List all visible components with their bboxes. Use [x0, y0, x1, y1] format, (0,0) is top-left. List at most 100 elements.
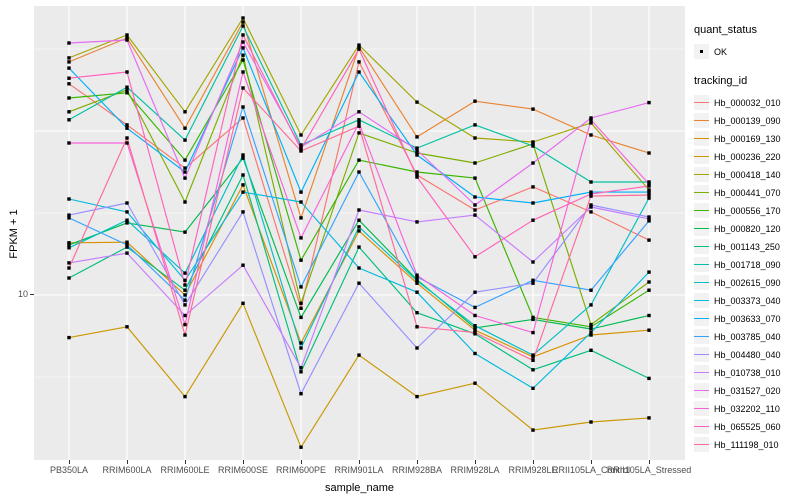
data-point — [357, 118, 361, 122]
data-point — [357, 170, 361, 174]
data-point — [647, 270, 651, 274]
data-point — [357, 266, 361, 270]
data-point — [415, 325, 419, 329]
data-point — [415, 100, 419, 104]
data-point — [125, 141, 129, 145]
data-point — [647, 188, 651, 192]
legend: quant_status OK tracking_id Hb_000032_01… — [694, 24, 800, 454]
data-point — [473, 203, 477, 207]
x-tick-mark — [185, 460, 186, 464]
legend-key-box — [694, 185, 709, 200]
x-tick-mark — [243, 460, 244, 464]
data-point — [241, 16, 245, 20]
data-point — [647, 180, 651, 184]
x-tick-label: RRIM600PE — [275, 465, 327, 475]
data-point — [183, 170, 187, 174]
data-point — [647, 193, 651, 197]
data-point — [589, 180, 593, 184]
data-point — [241, 86, 245, 90]
data-point — [357, 45, 361, 49]
legend-tracking-id-item: Hb_000236_220 — [694, 148, 800, 165]
data-point — [647, 328, 651, 332]
data-point — [647, 376, 651, 381]
data-point — [473, 176, 477, 180]
data-point — [183, 138, 187, 142]
legend-tracking-id-item: Hb_002615_090 — [694, 274, 800, 291]
legend-tracking-id-items: Hb_000032_010 Hb_000139_090 Hb_000169_130 H… — [694, 94, 800, 453]
data-point — [589, 194, 593, 198]
data-point — [125, 210, 129, 214]
legend-tracking-id-item: Hb_003373_040 — [694, 292, 800, 309]
data-point — [647, 288, 651, 292]
data-point — [415, 394, 419, 399]
x-tick-mark — [127, 460, 128, 464]
data-point — [241, 53, 245, 57]
data-point — [531, 218, 535, 222]
data-point — [415, 311, 419, 315]
legend-tracking-id-item: Hb_001718_090 — [694, 256, 800, 273]
data-point — [357, 281, 361, 285]
data-point — [183, 126, 187, 130]
data-point — [531, 185, 535, 189]
legend-key-box — [694, 149, 709, 164]
data-point — [647, 151, 651, 155]
data-point — [241, 105, 245, 109]
data-point — [589, 303, 593, 307]
data-point — [647, 182, 651, 186]
legend-tracking-id-label: Hb_003373_040 — [714, 295, 781, 306]
data-point — [241, 210, 245, 214]
data-point — [415, 279, 419, 283]
data-point — [531, 386, 535, 390]
legend-key-box — [694, 167, 709, 182]
x-tick-label: RRIM600SE — [217, 465, 269, 475]
data-point — [473, 324, 477, 328]
x-tick-label: RRIM928LE — [508, 465, 558, 475]
legend-tracking-id-item: Hb_000169_130 — [694, 130, 800, 147]
data-point — [299, 341, 303, 345]
data-point — [647, 100, 651, 105]
data-point — [241, 20, 245, 24]
legend-key-box — [694, 383, 709, 398]
y-tick-label: 10 — [17, 289, 28, 299]
data-point — [473, 305, 477, 310]
data-point — [67, 82, 71, 86]
legend-tracking-id-label: Hb_001718_090 — [714, 259, 781, 270]
legend-key-box — [694, 221, 709, 236]
data-point — [473, 255, 477, 259]
point-symbol-icon — [699, 49, 704, 54]
series-color-line-icon — [694, 101, 709, 104]
data-point — [531, 368, 535, 372]
legend-tracking-id-label: Hb_000236_220 — [714, 151, 781, 162]
data-point — [241, 190, 245, 194]
legend-key-box — [694, 311, 709, 326]
data-point — [241, 58, 245, 62]
legend-tracking-id-item: Hb_111198_010 — [694, 436, 800, 453]
legend-tracking-id-label: Hb_004480_040 — [714, 349, 781, 360]
x-tick-mark — [475, 460, 476, 464]
data-point — [299, 216, 303, 220]
x-tick-label: RRII105LA_Stressed — [606, 465, 692, 475]
data-point — [67, 243, 71, 247]
data-point — [531, 201, 535, 205]
data-point — [473, 330, 477, 335]
x-tick-mark — [69, 460, 70, 464]
data-point — [67, 216, 71, 220]
series-color-line-icon — [694, 173, 709, 176]
series-color-line-icon — [694, 263, 709, 266]
data-point — [241, 156, 245, 160]
data-point — [589, 190, 593, 194]
data-point — [647, 190, 651, 194]
data-point — [531, 260, 535, 264]
data-point — [67, 76, 71, 80]
data-point — [183, 278, 187, 282]
legend-tracking-id-label: Hb_003785_040 — [714, 331, 781, 342]
data-point — [531, 278, 535, 282]
data-point — [67, 246, 71, 250]
legend-tracking-id-label: Hb_000032_010 — [714, 97, 781, 108]
data-point — [299, 143, 303, 147]
y-tick-mark — [30, 294, 34, 295]
data-point — [67, 266, 71, 270]
series-color-line-icon — [694, 155, 709, 158]
data-point — [357, 47, 361, 51]
data-point — [183, 166, 187, 170]
